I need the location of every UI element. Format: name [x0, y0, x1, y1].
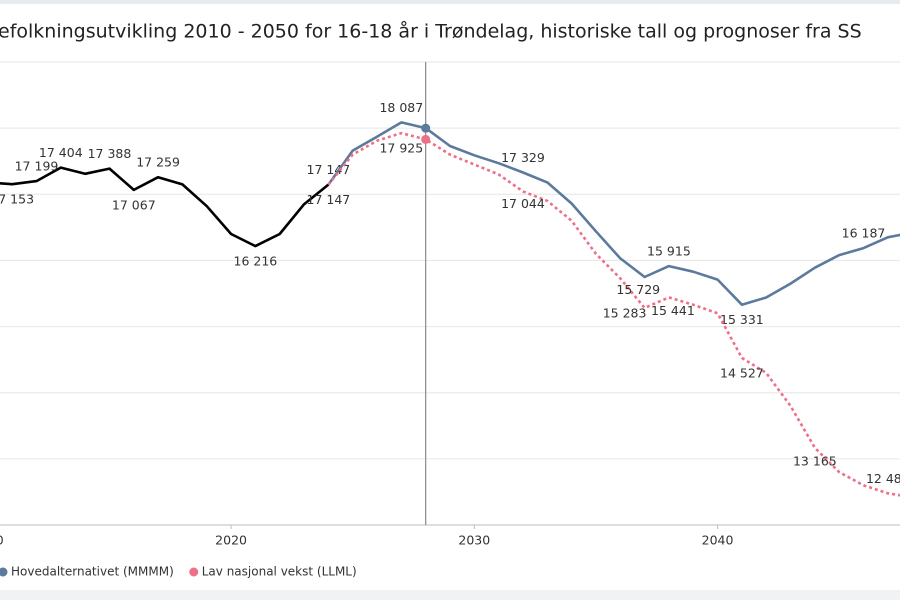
data-label: 17 199 — [15, 159, 59, 174]
data-label: 13 165 — [793, 453, 837, 468]
data-label: 17 925 — [379, 141, 423, 156]
data-label: 15 283 — [603, 305, 647, 320]
data-label: 17 404 — [39, 145, 83, 160]
data-label: 16 187 — [842, 226, 886, 241]
data-label: 14 527 — [720, 365, 764, 380]
data-label: 17 153 — [0, 192, 34, 207]
x-tick-label: 2010 — [0, 533, 4, 548]
series-line — [0, 166, 330, 248]
data-label: 17 388 — [88, 146, 132, 161]
data-label: 15 441 — [651, 303, 695, 318]
data-label: 17 329 — [501, 150, 545, 165]
data-label: 15 331 — [720, 312, 764, 327]
marker — [421, 123, 431, 133]
bottom-band — [0, 590, 900, 600]
data-label: 17 067 — [112, 197, 156, 212]
chart-title: efolkningsutvikling 2010 - 2050 for 16-1… — [0, 20, 862, 43]
legend-swatch — [0, 567, 8, 577]
data-label: 18 087 — [379, 100, 423, 115]
x-tick-label: 2020 — [215, 533, 247, 548]
legend-swatch — [189, 567, 199, 577]
x-tick-label: 2040 — [702, 533, 734, 548]
marker — [421, 134, 431, 144]
legend-label: Lav nasjonal vekst (LLML) — [202, 565, 357, 579]
data-label: 17 147 — [307, 162, 351, 177]
data-label: 17 259 — [136, 155, 180, 170]
top-band — [0, 0, 900, 4]
data-label: 12 480 — [866, 471, 900, 486]
data-label: 16 216 — [234, 254, 278, 269]
x-tick-label: 2030 — [458, 533, 490, 548]
series-line — [327, 131, 900, 497]
legend: Hovedalternativet (MMMM) Lav nasjonal vek… — [0, 565, 357, 579]
data-label: 17 044 — [501, 196, 545, 211]
data-label: 17 147 — [307, 192, 351, 207]
data-label: 15 915 — [647, 244, 691, 259]
data-label: 15 729 — [616, 282, 660, 297]
legend-label: Hovedalternativet (MMMM) — [11, 565, 174, 579]
